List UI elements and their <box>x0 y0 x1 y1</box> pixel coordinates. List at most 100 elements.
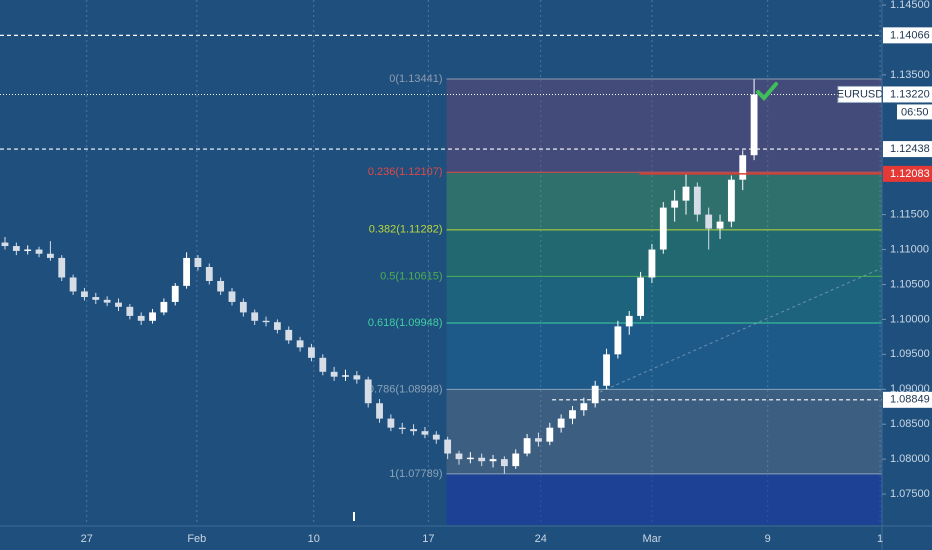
x-tick-label: 1 <box>877 533 883 545</box>
candle-body <box>376 403 383 419</box>
fib-level-label: 0.5(1.10615) <box>380 270 442 282</box>
candle-body <box>273 322 281 330</box>
candle-body <box>251 312 259 321</box>
price-label-box <box>883 165 932 182</box>
candle-body <box>546 427 554 442</box>
candle-body <box>35 249 43 254</box>
candle-body <box>330 371 338 377</box>
y-tick-label: 1.11000 <box>890 243 929 255</box>
candle-body <box>603 354 610 386</box>
fib-level-label: 0.382(1.11282) <box>369 224 443 236</box>
fib-level-label: 0.786(1.08998) <box>368 383 443 395</box>
candle-body <box>262 320 270 323</box>
candle-body <box>614 326 622 355</box>
candle-body <box>194 257 202 268</box>
candle-body <box>228 291 236 302</box>
check-mark <box>756 82 778 101</box>
candle-body <box>319 357 327 372</box>
candle-body <box>410 429 417 432</box>
candle-body <box>444 439 452 454</box>
fib-band <box>446 79 882 173</box>
candle-body <box>648 249 656 278</box>
candle-body <box>421 431 429 435</box>
candle-body <box>398 427 406 430</box>
price-label-box <box>883 27 932 44</box>
candle-body <box>727 179 735 222</box>
candle-body <box>171 285 179 302</box>
candle-body <box>535 438 542 442</box>
x-tick-label: Feb <box>187 533 206 545</box>
countdown-box <box>897 104 932 120</box>
candle-body <box>682 186 690 201</box>
price-label: 1.08849 <box>890 394 930 406</box>
y-tick-label: 1.09000 <box>890 383 930 395</box>
candle-body <box>296 340 304 348</box>
candle-body <box>387 418 395 428</box>
candle-body <box>103 299 111 303</box>
fib-band <box>446 323 882 390</box>
y-tick-label: 1.09500 <box>890 348 930 360</box>
candle-body <box>693 186 701 215</box>
x-tick-label: 17 <box>422 533 434 545</box>
candle-body <box>149 312 156 321</box>
candle-body <box>239 301 247 313</box>
price-label-box <box>883 141 932 158</box>
candle-body <box>364 379 372 404</box>
candle-body <box>160 301 168 313</box>
price-label: 1.12083 <box>890 168 930 180</box>
axes: 27 Feb 10 17 24 Mar 9 1 1.14500 1.13500 1.11500 1.1… <box>81 0 930 545</box>
candle-body <box>24 249 32 251</box>
candle-body <box>126 306 134 316</box>
candle-body <box>625 315 633 327</box>
candle-body <box>637 277 644 316</box>
candle-body <box>58 257 66 278</box>
candle-body <box>205 267 213 281</box>
candle-body <box>342 375 349 377</box>
candle-body <box>81 291 88 298</box>
fib-band <box>446 389 882 474</box>
candle-body <box>750 94 758 156</box>
y-tick-label: 1.10500 <box>890 278 930 290</box>
candle-body <box>115 302 122 307</box>
x-tick-label: 24 <box>535 533 547 545</box>
candle-body <box>455 453 463 460</box>
candle-body <box>466 457 474 460</box>
price-label-box <box>883 391 932 408</box>
candle-body <box>353 375 361 380</box>
candle-body <box>12 246 20 251</box>
candle-body <box>92 297 100 300</box>
last-price-box <box>883 86 932 103</box>
y-tick-label: 1.10000 <box>890 313 930 325</box>
candle-body <box>46 253 54 258</box>
countdown-label: 06:50 <box>901 106 929 118</box>
candle-body <box>523 438 531 454</box>
y-tick-label: 1.08000 <box>890 453 930 465</box>
y-tick-label: 1.08500 <box>890 418 930 430</box>
candle-body <box>557 418 565 428</box>
fib-level-label: 0.618(1.09948) <box>368 317 443 329</box>
price-label: 1.12438 <box>890 143 930 155</box>
candle-body <box>580 403 588 411</box>
candle-body <box>705 214 713 229</box>
candle-body <box>591 385 599 404</box>
fib-level-label: 0(1.13441) <box>389 73 442 85</box>
x-tick-label: 27 <box>81 533 93 545</box>
candle-body <box>432 434 440 440</box>
candle-body <box>308 347 315 358</box>
candle-body <box>739 155 747 180</box>
x-tick-label: 9 <box>765 533 771 545</box>
candle-body <box>500 459 508 467</box>
y-tick-label: 1.07500 <box>890 488 930 500</box>
fib-band <box>446 473 882 525</box>
candle-body <box>512 453 520 467</box>
candles <box>1 79 758 474</box>
symbol-label: EURUSD <box>837 88 884 100</box>
price-label: 1.14066 <box>890 29 930 41</box>
y-tick-label: 1.11500 <box>890 209 929 221</box>
candle-body <box>69 277 77 292</box>
candle-body <box>569 410 576 419</box>
last-price-label: 1.13220 <box>890 88 930 100</box>
candle-body <box>716 221 724 229</box>
